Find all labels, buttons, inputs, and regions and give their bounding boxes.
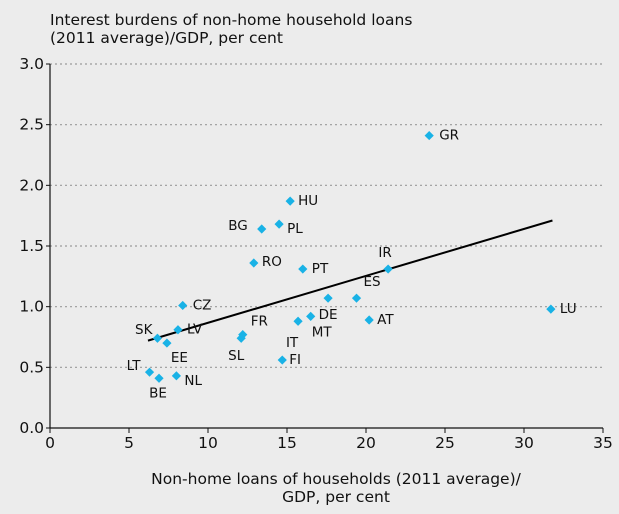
trendline bbox=[147, 219, 553, 342]
chart-title: Interest burdens of non-home household l… bbox=[50, 11, 412, 47]
point-cz bbox=[178, 300, 188, 311]
x-tick-label: 35 bbox=[593, 434, 613, 452]
point-ee bbox=[162, 338, 172, 348]
x-tick-label: 30 bbox=[514, 434, 534, 452]
point-label-be: BE bbox=[149, 385, 167, 401]
point-label-ro: RO bbox=[262, 254, 282, 270]
point-label-bg: BG bbox=[228, 218, 248, 234]
point-label-mt: MT bbox=[312, 324, 333, 340]
point-label-fi: FI bbox=[289, 352, 301, 368]
point-label-sk: SK bbox=[135, 322, 154, 338]
point-es bbox=[351, 293, 362, 303]
point-label-lv: LV bbox=[187, 322, 203, 338]
point-label-hu: HU bbox=[298, 193, 318, 209]
point-lv bbox=[173, 325, 183, 335]
y-tick-label: 1.0 bbox=[19, 298, 44, 316]
y-tick-label: 2.0 bbox=[19, 176, 44, 194]
point-labels: GR HU BG PL RO PT IR CZ ES DE LU SK LV FR SL MT IT AT EE LT… bbox=[127, 128, 577, 402]
point-be bbox=[154, 373, 164, 383]
x-tick-label: 0 bbox=[45, 434, 55, 452]
point-label-es: ES bbox=[364, 274, 381, 290]
x-label-line: Non-home loans of households (2011 avera… bbox=[151, 470, 521, 488]
point-ro bbox=[249, 258, 259, 268]
point-mt bbox=[306, 311, 316, 321]
point-nl bbox=[171, 371, 181, 381]
point-label-lt: LT bbox=[127, 358, 142, 374]
x-tick-label: 25 bbox=[435, 434, 455, 452]
point-label-ir: IR bbox=[378, 245, 391, 261]
x-label-line: GDP, per cent bbox=[282, 488, 390, 506]
point-lt bbox=[144, 367, 155, 377]
point-label-lu: LU bbox=[560, 301, 577, 317]
point-label-pt: PT bbox=[312, 261, 329, 277]
point-de bbox=[323, 293, 333, 303]
y-tick-label: 0.0 bbox=[19, 419, 44, 437]
x-axis-label: Non-home loans of households (2011 avera… bbox=[151, 470, 521, 506]
point-label-it: IT bbox=[286, 335, 299, 351]
gridlines bbox=[50, 63, 603, 368]
point-ir bbox=[383, 264, 393, 274]
point-pl bbox=[274, 219, 284, 229]
x-tick-labels: 0 5 10 15 20 25 30 35 bbox=[45, 428, 613, 452]
y-tick-label: 2.5 bbox=[19, 116, 44, 134]
title-line: Interest burdens of non-home household l… bbox=[50, 11, 412, 29]
point-it bbox=[293, 316, 303, 326]
point-gr bbox=[424, 130, 434, 141]
trend-line bbox=[147, 219, 553, 342]
point-fi bbox=[277, 355, 287, 365]
point-fr bbox=[238, 329, 248, 340]
y-tick-label: 0.5 bbox=[19, 358, 44, 376]
title-line: (2011 average)/GDP, per cent bbox=[50, 29, 283, 47]
point-label-ee: EE bbox=[171, 350, 188, 366]
x-tick-label: 10 bbox=[198, 434, 218, 452]
point-label-fr: FR bbox=[251, 314, 268, 330]
x-tick-label: 5 bbox=[124, 434, 134, 452]
x-tick-label: 20 bbox=[356, 434, 376, 452]
point-label-at: AT bbox=[377, 312, 394, 328]
point-label-gr: GR bbox=[439, 128, 459, 144]
point-hu bbox=[285, 196, 295, 206]
point-at bbox=[364, 315, 374, 325]
point-label-cz: CZ bbox=[193, 297, 212, 313]
y-tick-label: 1.5 bbox=[19, 237, 44, 255]
y-tick-labels: 0.0 0.5 1.0 1.5 2.0 2.5 3.0 bbox=[19, 55, 50, 437]
point-sl bbox=[236, 333, 246, 343]
point-sk bbox=[152, 333, 163, 343]
point-label-sl: SL bbox=[228, 348, 245, 364]
data-points bbox=[144, 130, 556, 383]
point-label-pl: PL bbox=[287, 221, 303, 237]
y-tick-label: 3.0 bbox=[19, 55, 44, 73]
point-label-de: DE bbox=[319, 307, 338, 323]
point-bg bbox=[257, 224, 267, 234]
point-lu bbox=[546, 304, 556, 314]
point-pt bbox=[298, 264, 308, 274]
point-label-nl: NL bbox=[184, 373, 202, 389]
x-tick-label: 15 bbox=[277, 434, 297, 452]
